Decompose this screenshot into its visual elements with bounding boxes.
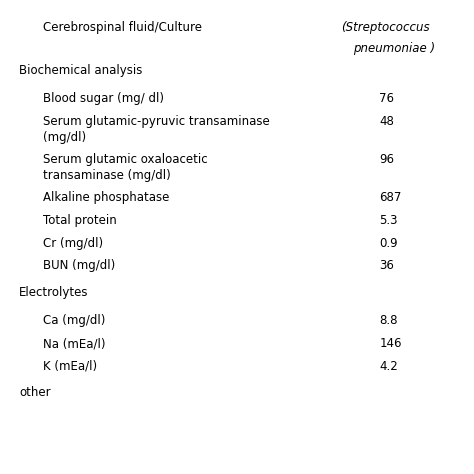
Text: Cerebrospinal fluid/Culture: Cerebrospinal fluid/Culture: [43, 21, 201, 34]
Text: 76: 76: [379, 92, 394, 105]
Text: other: other: [19, 386, 51, 399]
Text: Ca (mg/dl): Ca (mg/dl): [43, 314, 105, 327]
Text: Alkaline phosphatase: Alkaline phosphatase: [43, 191, 169, 204]
Text: 5.3: 5.3: [379, 214, 398, 227]
Text: Cr (mg/dl): Cr (mg/dl): [43, 237, 103, 249]
Text: K (mEa/l): K (mEa/l): [43, 360, 97, 373]
Text: 48: 48: [379, 115, 394, 128]
Text: Total protein: Total protein: [43, 214, 117, 227]
Text: 0.9: 0.9: [379, 237, 398, 249]
Text: 687: 687: [379, 191, 401, 204]
Text: 4.2: 4.2: [379, 360, 398, 373]
Text: 8.8: 8.8: [379, 314, 398, 327]
Text: 96: 96: [379, 153, 394, 166]
Text: pneumoniae ): pneumoniae ): [353, 42, 435, 55]
Text: Biochemical analysis: Biochemical analysis: [19, 64, 142, 77]
Text: 146: 146: [379, 337, 401, 350]
Text: Na (mEa/l): Na (mEa/l): [43, 337, 105, 350]
Text: Serum glutamic-pyruvic transaminase
(mg/dl): Serum glutamic-pyruvic transaminase (mg/…: [43, 115, 269, 144]
Text: BUN (mg/dl): BUN (mg/dl): [43, 259, 115, 272]
Text: 36: 36: [379, 259, 394, 272]
Text: Electrolytes: Electrolytes: [19, 286, 89, 299]
Text: Blood sugar (mg/ dl): Blood sugar (mg/ dl): [43, 92, 164, 105]
Text: Serum glutamic oxaloacetic
transaminase (mg/dl): Serum glutamic oxaloacetic transaminase …: [43, 153, 207, 182]
Text: (Streptococcus: (Streptococcus: [341, 21, 430, 34]
